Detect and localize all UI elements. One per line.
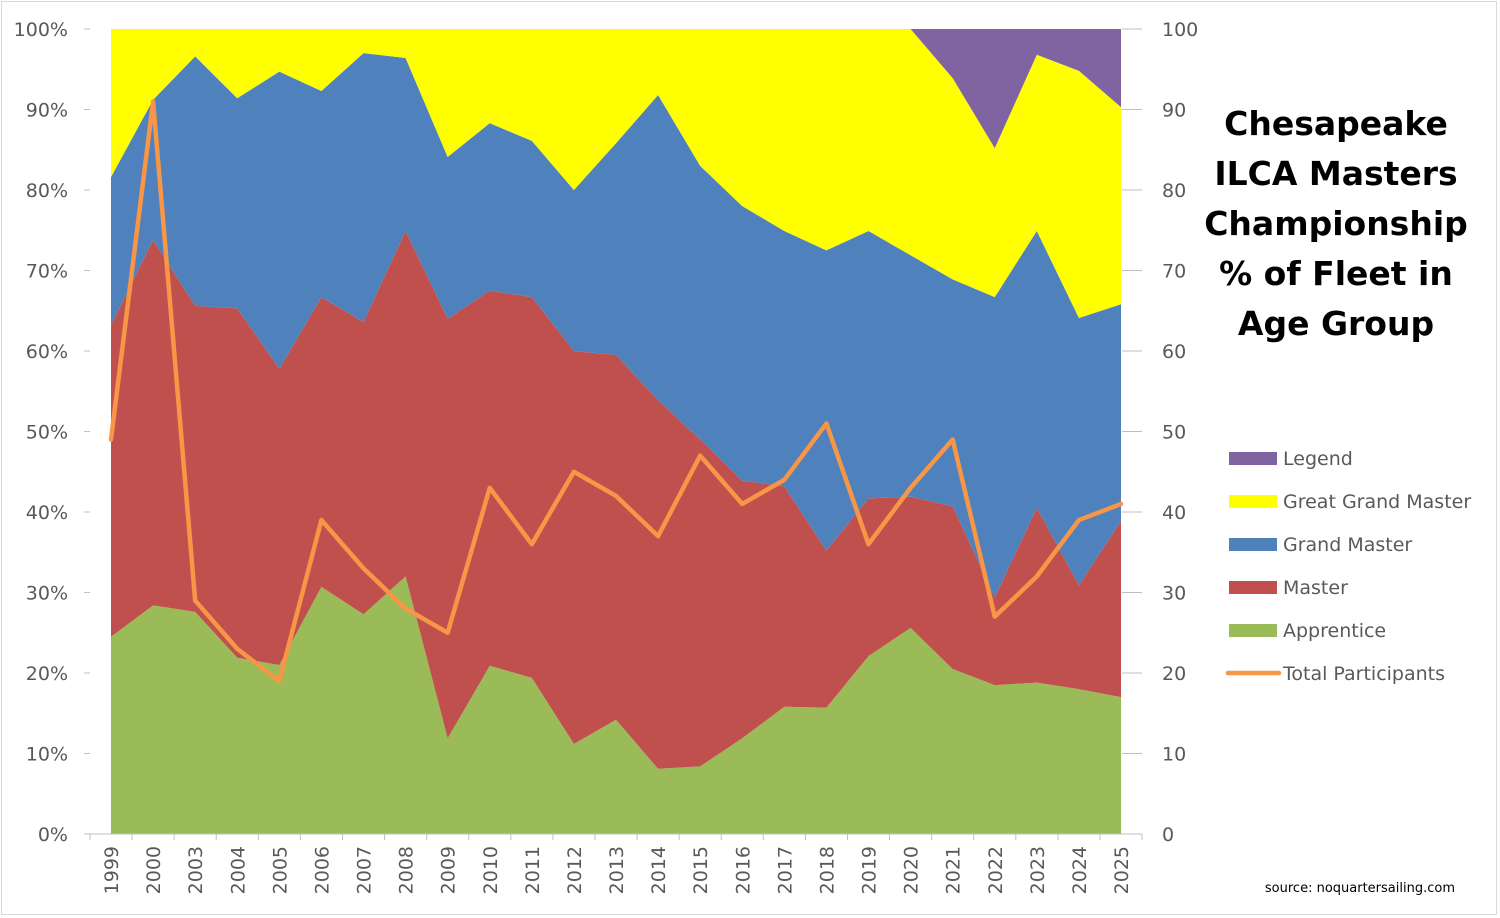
- y-right-tick-label: 70: [1162, 261, 1186, 283]
- area-apprentice: [111, 576, 1121, 834]
- x-tick-label: 2004: [227, 846, 249, 894]
- legend: Legend Great Grand Master Grand Master Mast…: [1225, 448, 1471, 685]
- legend-label: Master: [1283, 577, 1348, 599]
- legend-swatch: [1229, 581, 1277, 594]
- x-tick-label: 2008: [396, 846, 418, 894]
- y-right-tick-label: 30: [1162, 583, 1186, 605]
- y-left-tick-label: 100%: [14, 19, 68, 41]
- legend-item-total-participants: Total Participants: [1225, 663, 1445, 685]
- legend-item-great-grand-master: Great Grand Master: [1229, 491, 1471, 513]
- area-great-grand-master: [111, 29, 1121, 318]
- legend-swatch: [1229, 495, 1277, 508]
- x-tick-label: 2005: [269, 846, 291, 894]
- y-right-tick-label: 10: [1162, 744, 1186, 766]
- x-tick-label: 2000: [143, 846, 165, 894]
- x-tick-label: 2011: [522, 846, 544, 894]
- legend-swatch: [1229, 538, 1277, 551]
- area-grand-master: [111, 53, 1121, 598]
- y-right-tick-label: 40: [1162, 502, 1186, 524]
- x-tick-label: 2010: [480, 846, 502, 894]
- legend-label: Legend: [1283, 448, 1353, 470]
- legend-label: Great Grand Master: [1283, 491, 1471, 513]
- y-right-tick-label: 50: [1162, 422, 1186, 444]
- y-right-tick-label: 100: [1162, 19, 1198, 41]
- x-tick-label: 2007: [354, 846, 376, 894]
- y-left-tick-label: 90%: [26, 100, 68, 122]
- x-tick-label: 2020: [901, 846, 923, 894]
- line-layer: [108, 99, 1124, 684]
- legend-item-master: Master: [1229, 577, 1348, 599]
- x-tick-label: 2014: [648, 846, 670, 894]
- legend-swatch: [1229, 452, 1277, 465]
- area-legend: [111, 29, 1121, 149]
- x-tick-label: 2003: [185, 846, 207, 894]
- x-tick-label: 2009: [438, 846, 460, 894]
- x-tick-label: 2012: [564, 846, 586, 894]
- legend-item-apprentice: Apprentice: [1229, 620, 1386, 642]
- title-line-3: Championship: [1204, 204, 1468, 243]
- x-tick-label: 2022: [985, 846, 1007, 894]
- y-left-tick-label: 30%: [26, 583, 68, 605]
- x-tick-label: 2013: [606, 846, 628, 894]
- y-left-tick-label: 80%: [26, 180, 68, 202]
- y-left-tick-label: 50%: [26, 422, 68, 444]
- legend-label: Apprentice: [1283, 620, 1386, 642]
- area-master: [111, 231, 1121, 769]
- y-left-tick-label: 70%: [26, 261, 68, 283]
- x-tick-label: 2017: [774, 846, 796, 894]
- source-note: source: noquartersailing.com: [1265, 881, 1455, 896]
- x-tick-label: 2023: [1027, 846, 1049, 894]
- title-line-5: Age Group: [1238, 304, 1434, 343]
- chart-title: Chesapeake ILCA Masters Championship % o…: [1204, 104, 1468, 343]
- legend-swatch: [1229, 624, 1277, 637]
- legend-label: Total Participants: [1282, 663, 1445, 685]
- y-left-tick-label: 20%: [26, 663, 68, 685]
- area-layer: [111, 29, 1121, 834]
- x-tick-label: 2018: [816, 846, 838, 894]
- x-tick-label: 2021: [943, 846, 965, 894]
- legend-label: Grand Master: [1283, 534, 1412, 556]
- x-tick-label: 2016: [732, 846, 754, 894]
- legend-item-grand-master: Grand Master: [1229, 534, 1412, 556]
- x-tick-label: 1999: [101, 846, 123, 894]
- y-right-tick-label: 90: [1162, 100, 1186, 122]
- y-left-tick-label: 10%: [26, 744, 68, 766]
- x-tick-label: 2019: [859, 846, 881, 894]
- title-line-1: Chesapeake: [1224, 104, 1448, 143]
- x-tick-label: 2024: [1069, 846, 1091, 894]
- y-left-tick-label: 0%: [38, 824, 68, 846]
- y-right-tick-label: 20: [1162, 663, 1186, 685]
- x-tick-label: 2006: [311, 846, 333, 894]
- title-line-4: % of Fleet in: [1219, 254, 1453, 293]
- title-line-2: ILCA Masters: [1214, 154, 1457, 193]
- y-left-tick-label: 60%: [26, 341, 68, 363]
- y-right-tick-label: 80: [1162, 180, 1186, 202]
- legend-item-legend: Legend: [1229, 448, 1353, 470]
- x-tick-label: 2015: [690, 846, 712, 894]
- y-right-tick-label: 60: [1162, 341, 1186, 363]
- y-left-tick-label: 40%: [26, 502, 68, 524]
- x-tick-label: 2025: [1111, 846, 1133, 894]
- axes-layer: 0% 10% 20% 30% 40% 50% 60% 70% 80% 90% 100% 0 10 20 30…: [14, 19, 1199, 894]
- y-right-tick-label: 0: [1162, 824, 1174, 846]
